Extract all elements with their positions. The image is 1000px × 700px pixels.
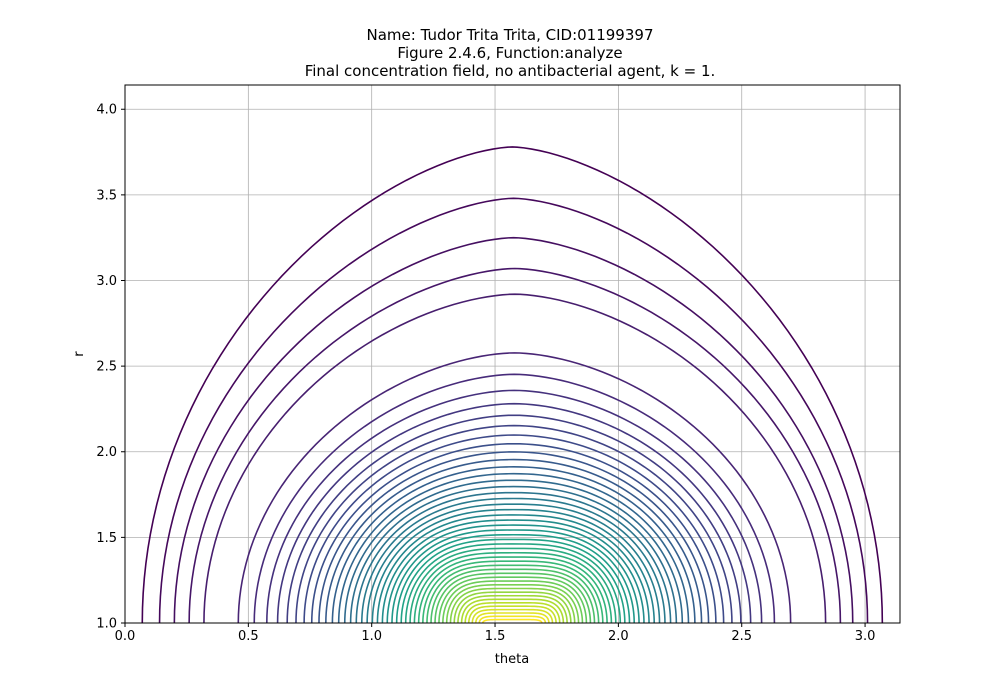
contour-line [310,442,717,624]
contour-line [438,576,588,624]
contour-line [430,568,596,624]
title-line-1: Name: Tudor Trita Trita, CID:01199397 [367,26,654,44]
contour-line [442,580,584,624]
y-tick-label: 2.0 [96,445,117,460]
contour-line [276,402,752,624]
contour-line [400,538,626,624]
contour-line [453,591,572,624]
x-tick-label: 0.5 [238,629,259,644]
contour-line [141,146,884,624]
contour-line [471,608,554,624]
contour-line [355,491,672,624]
contour-line [404,543,622,624]
contour-line [325,458,703,624]
contour-line [381,519,645,624]
contour-line [366,503,661,624]
contour-line [417,556,608,624]
y-tick-label: 3.0 [96,274,117,289]
contour-line [303,434,725,624]
plot-frame [124,84,901,624]
contour-line [434,572,592,624]
contour-line [173,236,854,624]
y-tick-label: 4.0 [96,103,117,118]
x-tick-label: 2.0 [608,629,629,644]
contour-line [422,560,604,624]
contour-line [331,466,696,624]
contour-line [188,267,842,624]
contour-line [413,551,613,624]
y-axis-ticks: 1.0 1.5 2.0 2.5 3.0 3.5 4.0 [96,103,125,632]
title-line-3: Final concentration field, no antibacter… [305,62,716,80]
contour-line [478,615,547,623]
contour-line [318,451,710,624]
contour-line [409,547,617,624]
contour-line [253,373,776,624]
contour-line [158,197,869,624]
contour-line [481,618,543,624]
contour-line [349,485,678,624]
x-tick-label: 2.5 [731,629,752,644]
contour-line [457,594,568,624]
contour-line [376,514,650,624]
y-tick-label: 3.5 [96,188,117,203]
grid-lines [124,85,900,624]
contour-line [395,533,631,624]
contour-line [337,472,690,624]
y-tick-label: 1.5 [96,531,117,546]
x-tick-label: 1.0 [361,629,382,644]
contour-line [360,497,666,624]
y-tick-label: 2.5 [96,360,117,375]
contour-line [391,529,636,624]
title-line-2: Figure 2.4.6, Function:analyze [397,44,622,62]
x-tick-label: 3.0 [855,629,876,644]
contour-line [475,612,550,623]
x-axis-ticks: 0.0 0.5 1.0 1.5 2.0 2.5 3.0 [115,623,876,644]
contour-line [371,508,656,624]
x-axis-label: theta [495,652,529,667]
x-tick-label: 0.0 [115,629,136,644]
contour-line [203,293,827,624]
contour-line [445,583,580,624]
contour-lines [141,146,884,624]
y-tick-label: 1.0 [96,617,117,632]
contour-line [237,352,792,624]
contour-line [295,424,733,624]
contour-line [266,389,763,624]
x-tick-label: 1.5 [485,629,506,644]
contour-line [449,587,576,624]
contour-line [426,564,600,624]
contour-line [343,479,684,624]
contour-line [386,524,640,624]
contour-line [467,605,557,624]
contour-line [464,601,561,624]
contour-line [286,414,742,624]
y-axis-label: r [72,351,87,357]
contour-line [460,598,565,624]
chart-title: Name: Tudor Trita Trita, CID:01199397 Fi… [305,26,716,80]
